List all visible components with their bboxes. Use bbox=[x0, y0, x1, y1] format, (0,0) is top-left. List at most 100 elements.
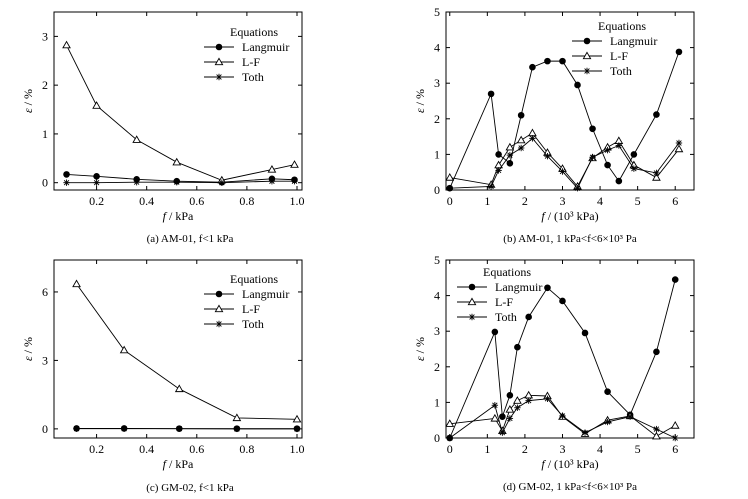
data-point-langmuir-b bbox=[506, 160, 514, 167]
data-point-lf-a bbox=[290, 160, 299, 168]
y-tick-label-b: 2 bbox=[434, 112, 440, 126]
data-point-toth-b bbox=[495, 167, 502, 174]
caption-d: (d) GM-02, 1 kPa<f<6×10³ Pa bbox=[502, 481, 638, 493]
series-line-lf-c bbox=[76, 283, 298, 420]
data-point-toth-b bbox=[615, 142, 623, 149]
data-point-langmuir-b bbox=[675, 48, 683, 56]
y-axis-label-d: ε / % bbox=[413, 337, 427, 361]
x-tick-label-c: 0.4 bbox=[139, 442, 154, 456]
data-point-toth-d bbox=[672, 434, 679, 442]
y-tick-label-d: 2 bbox=[434, 360, 440, 374]
data-point-langmuir-b bbox=[559, 57, 566, 65]
legend-label-langmuir-c: Langmuir bbox=[242, 287, 289, 301]
y-axis-label-c: ε / % bbox=[21, 337, 35, 361]
data-point-toth-d bbox=[491, 402, 499, 409]
data-point-toth-a bbox=[218, 179, 226, 186]
data-point-toth-d bbox=[525, 397, 532, 404]
x-tick-label-b: 1 bbox=[484, 194, 490, 208]
data-point-lf-c bbox=[174, 384, 184, 393]
x-axis-label-d: f / (10³ kPa) bbox=[541, 457, 598, 471]
data-point-lf-d bbox=[524, 390, 534, 399]
data-point-lf-c bbox=[72, 279, 81, 288]
legend-marker-lf-b bbox=[582, 51, 592, 60]
data-point-langmuir-b bbox=[653, 111, 660, 118]
data-point-toth-c bbox=[233, 425, 241, 433]
legend-label-langmuir-a: Langmuir bbox=[242, 40, 289, 54]
data-point-lf-d bbox=[652, 431, 661, 440]
y-tick-label-b: 0 bbox=[434, 183, 440, 197]
data-point-toth-a bbox=[268, 178, 276, 185]
data-point-langmuir-b bbox=[487, 90, 495, 98]
y-tick-label-c: 6 bbox=[42, 285, 48, 299]
series-line-toth-b bbox=[449, 137, 680, 190]
legend-title-c: Equations bbox=[230, 272, 278, 286]
data-point-toth-a bbox=[133, 178, 140, 186]
data-point-toth-d bbox=[499, 429, 506, 436]
data-point-lf-b bbox=[505, 142, 515, 151]
data-point-toth-d bbox=[581, 429, 589, 436]
data-point-langmuir-b bbox=[495, 151, 502, 158]
data-point-toth-d bbox=[559, 412, 566, 420]
x-tick-label-a: 0.8 bbox=[239, 194, 254, 208]
y-tick-label-d: 1 bbox=[434, 395, 440, 409]
x-tick-label-a: 0.6 bbox=[189, 194, 204, 208]
x-tick-label-d: 0 bbox=[447, 442, 453, 456]
data-point-lf-c bbox=[119, 345, 129, 354]
legend-marker-langmuir-b bbox=[583, 37, 591, 45]
data-point-lf-d bbox=[513, 396, 522, 404]
legend-label-toth-b: Toth bbox=[610, 64, 632, 78]
x-tick-label-c: 0.2 bbox=[89, 442, 104, 456]
caption-a: (a) AM-01, f<1 kPa bbox=[146, 233, 234, 245]
data-point-lf-a bbox=[132, 135, 142, 143]
y-tick-label-b: 1 bbox=[434, 147, 440, 161]
x-tick-label-b: 0 bbox=[447, 194, 453, 208]
y-tick-label-b: 5 bbox=[434, 5, 440, 19]
data-point-toth-b bbox=[604, 146, 611, 154]
data-point-toth-b bbox=[675, 139, 683, 147]
x-tick-label-b: 6 bbox=[672, 194, 678, 208]
data-point-toth-d bbox=[626, 413, 634, 420]
x-tick-label-d: 6 bbox=[672, 442, 678, 456]
x-tick-label-b: 3 bbox=[559, 194, 565, 208]
data-point-toth-a bbox=[291, 178, 298, 185]
data-point-toth-d bbox=[514, 404, 521, 411]
data-point-toth-b bbox=[574, 185, 581, 192]
data-point-toth-b bbox=[544, 152, 551, 160]
legend-marker-toth-b bbox=[583, 67, 591, 75]
data-point-langmuir-d bbox=[559, 297, 566, 305]
data-point-toth-a bbox=[173, 178, 180, 186]
x-tick-label-b: 2 bbox=[522, 194, 528, 208]
data-point-toth-d bbox=[653, 425, 660, 433]
x-axis-label-c: f / kPa bbox=[163, 457, 194, 471]
data-point-toth-b bbox=[630, 165, 638, 172]
y-tick-label-d: 3 bbox=[434, 324, 440, 338]
data-point-lf-a bbox=[267, 165, 277, 173]
data-point-langmuir-b bbox=[630, 151, 638, 158]
legend-marker-lf-c bbox=[214, 304, 224, 313]
legend-label-lf-d: L-F bbox=[495, 295, 513, 309]
data-point-langmuir-b bbox=[517, 111, 525, 119]
data-point-langmuir-a bbox=[93, 173, 100, 180]
data-point-lf-b bbox=[445, 173, 455, 181]
x-axis-label-b: f / (10³ kPa) bbox=[541, 209, 598, 223]
data-point-lf-c bbox=[232, 413, 242, 422]
data-point-langmuir-b bbox=[574, 81, 581, 89]
y-tick-label-a: 2 bbox=[42, 78, 48, 92]
data-point-toth-a bbox=[93, 179, 100, 186]
data-point-toth-d bbox=[604, 418, 611, 426]
data-point-langmuir-a bbox=[63, 171, 70, 178]
data-point-langmuir-d bbox=[604, 388, 611, 396]
x-axis-label-a: f / kPa bbox=[163, 209, 194, 223]
data-point-toth-b bbox=[589, 154, 596, 161]
x-tick-label-b: 4 bbox=[597, 194, 603, 208]
x-tick-label-a: 1.0 bbox=[289, 194, 304, 208]
data-point-toth-b bbox=[487, 183, 495, 190]
plot-frame-a bbox=[53, 11, 303, 191]
data-point-toth-d bbox=[446, 434, 453, 442]
x-tick-label-b: 5 bbox=[635, 194, 641, 208]
y-tick-label-c: 0 bbox=[42, 422, 48, 436]
data-point-lf-c bbox=[292, 414, 302, 423]
data-point-langmuir-b bbox=[589, 125, 596, 133]
x-tick-label-d: 5 bbox=[635, 442, 641, 456]
